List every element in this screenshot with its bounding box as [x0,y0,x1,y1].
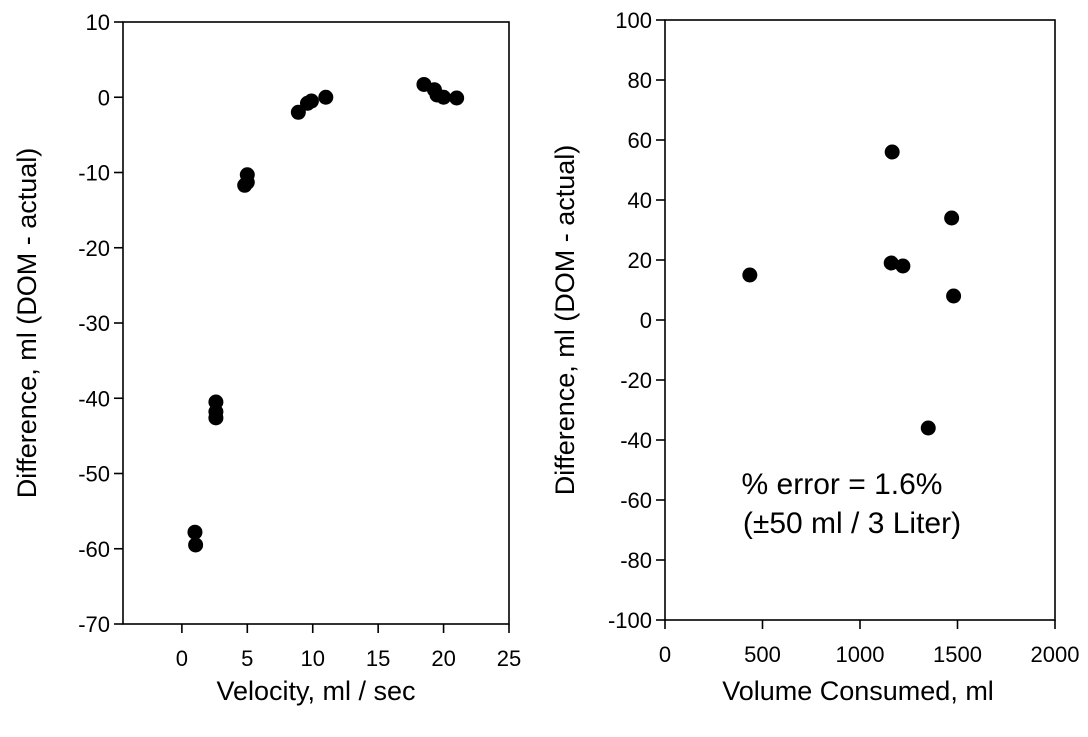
data-point [436,89,452,105]
data-point [944,210,960,226]
x-tick-label: 1500 [933,642,982,667]
y-tick-label: 0 [98,85,110,110]
data-point [188,537,204,553]
points-right [742,144,962,436]
y-tick-label: 100 [615,8,652,33]
y-axis-left: 10 0 -10 -20 -30 -40 -50 -60 -70 [78,10,123,637]
chart-volume: 100 80 60 40 20 0 -20 -40 -60 -80 -100 0 500 1000 150… [550,8,1079,706]
data-point [239,174,255,190]
data-point [187,524,203,540]
data-point [208,410,224,426]
y-axis-title-right: Difference, ml (DOM - actual) [550,145,580,496]
x-tick-label: 20 [431,646,455,671]
x-tick-label: 0 [176,646,188,671]
y-tick-label: -20 [78,236,110,261]
data-point [883,255,899,271]
x-axis-right: 0 500 1000 1500 2000 [659,620,1080,667]
x-axis-title-left: Velocity, ml / sec [216,676,415,706]
y-tick-label: -10 [78,161,110,186]
y-tick-label: -40 [620,428,652,453]
x-tick-label: 25 [497,646,521,671]
y-tick-label: -80 [620,548,652,573]
x-axis-left: 0 5 10 15 20 25 [176,624,521,671]
points-left [187,76,465,553]
y-axis-title-left: Difference, ml (DOM - actual) [12,148,42,499]
chart-velocity: 10 0 -10 -20 -30 -40 -50 -60 -70 0 5 10 15 20 25 Velo… [12,10,521,706]
data-point [946,288,962,304]
x-tick-label: 500 [744,642,781,667]
data-point [895,258,911,274]
y-tick-label: 0 [640,308,652,333]
y-tick-label: -30 [78,311,110,336]
x-tick-label: 10 [300,646,324,671]
y-axis-right: 100 80 60 40 20 0 -20 -40 -60 -80 -100 [608,8,665,633]
y-tick-label: 10 [86,10,110,35]
y-tick-label: -70 [78,612,110,637]
data-point [884,144,900,160]
data-point [318,89,334,105]
y-tick-label: 40 [628,188,652,213]
x-tick-label: 15 [366,646,390,671]
y-tick-label: 20 [628,248,652,273]
annotation-range: (±50 ml / 3 Liter) [743,507,961,540]
plot-frame-left [122,21,510,625]
data-point [449,90,465,106]
data-point [290,104,306,120]
x-tick-label: 1000 [836,642,885,667]
y-tick-label: -100 [608,608,652,633]
data-point [920,420,936,436]
data-point [742,267,758,283]
y-tick-label: -20 [620,368,652,393]
x-tick-label: 0 [659,642,671,667]
y-tick-label: -50 [78,462,110,487]
y-tick-label: 60 [628,128,652,153]
x-axis-title-right: Volume Consumed, ml [722,676,994,706]
y-tick-label: 80 [628,68,652,93]
y-tick-label: -60 [620,488,652,513]
x-tick-label: 5 [241,646,253,671]
x-tick-label: 2000 [1031,642,1080,667]
annotation-error: % error = 1.6% [742,468,943,501]
y-tick-label: -40 [78,386,110,411]
y-tick-label: -60 [78,537,110,562]
data-point [303,93,319,109]
